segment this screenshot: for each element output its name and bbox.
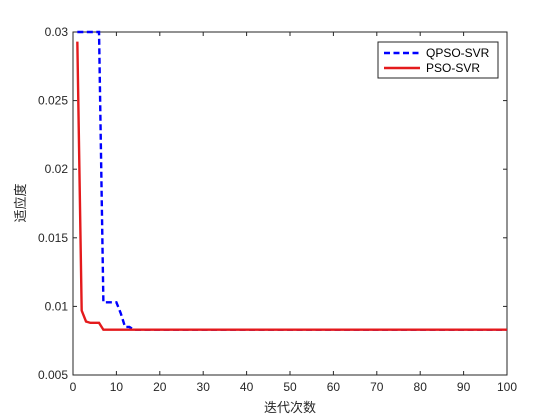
x-tick-label: 80 [414, 380, 428, 394]
legend-label-pso-svr: PSO-SVR [426, 61, 480, 75]
x-tick-label: 10 [110, 380, 124, 394]
y-axis-title: 适应度 [13, 183, 29, 222]
legend-label-qpso-svr: QPSO-SVR [426, 46, 490, 60]
series-line-qpso-svr [77, 30, 507, 331]
x-tick-label: 70 [370, 380, 384, 394]
x-tick-label: 50 [283, 380, 297, 394]
legend-box [377, 41, 499, 79]
x-tick-label: 90 [457, 380, 471, 394]
x-tick-label: 20 [153, 380, 167, 394]
y-tick-label: 0.005 [38, 368, 68, 382]
y-tick-label: 0.025 [38, 94, 68, 108]
x-tick-label: 30 [197, 380, 211, 394]
x-axis-title: 迭代次数 [264, 400, 316, 416]
y-tick-label: 0.015 [38, 231, 68, 245]
y-tick-label: 0.01 [45, 299, 69, 313]
x-tick-label: 100 [497, 380, 517, 394]
x-tick-label: 40 [240, 380, 254, 394]
x-tick-label: 60 [327, 380, 341, 394]
series-line-pso-svr [76, 41, 507, 331]
x-tick-label: 0 [70, 380, 77, 394]
y-tick-label: 0.03 [45, 25, 69, 39]
plot-area-frame [72, 31, 508, 376]
y-tick-label: 0.02 [45, 162, 69, 176]
